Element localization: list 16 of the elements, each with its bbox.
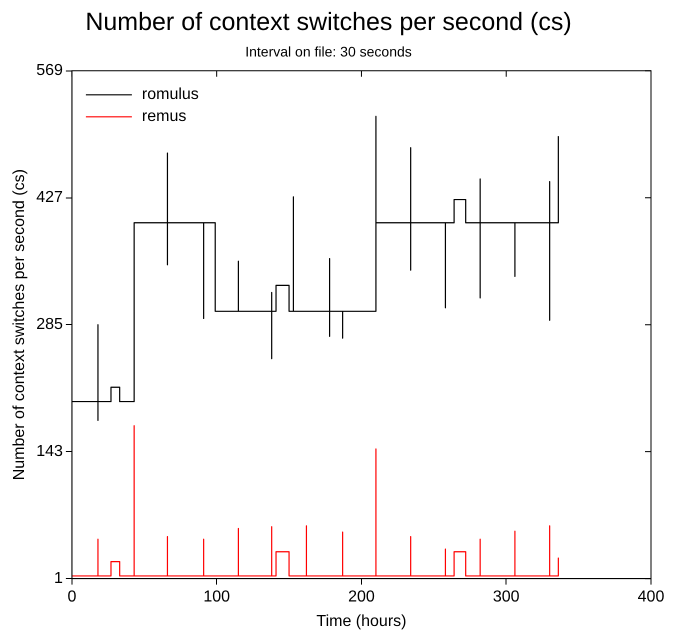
- legend-label: remus: [142, 108, 186, 126]
- x-tick-label: 400: [638, 588, 664, 606]
- x-tick-label: 0: [67, 588, 76, 606]
- y-tick-label: 569: [36, 62, 63, 80]
- x-axis-title: Time (hours): [316, 612, 406, 630]
- y-tick-label: 143: [36, 443, 63, 460]
- x-tick-label: 300: [492, 588, 520, 606]
- x-tick-label: 200: [348, 588, 375, 606]
- y-tick-label: 285: [36, 316, 63, 334]
- x-tick-label: 100: [203, 588, 230, 606]
- chart-subtitle: Interval on file: 30 seconds: [245, 43, 412, 60]
- legend-label: romulus: [142, 86, 199, 104]
- y-tick-label: 1: [54, 570, 63, 588]
- chart-title: Number of context switches per second (cs): [85, 8, 572, 36]
- y-axis-title: Number of context switches per second (cs): [11, 169, 28, 480]
- y-tick-label: 427: [36, 189, 63, 206]
